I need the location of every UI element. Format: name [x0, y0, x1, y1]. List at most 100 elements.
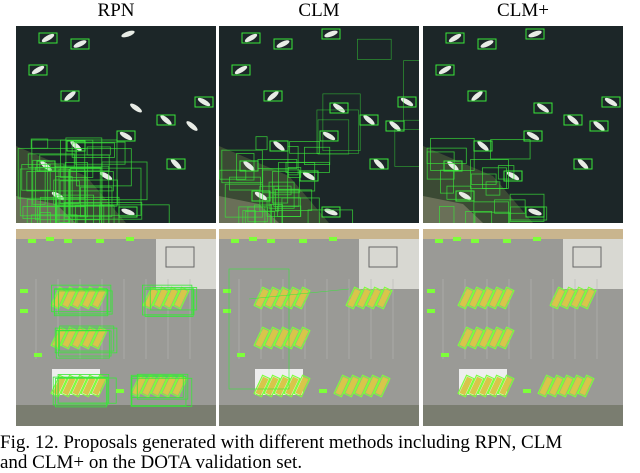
boat: [593, 121, 605, 131]
proposal-box: [457, 374, 475, 398]
boat: [31, 65, 45, 75]
proposal-box: [497, 374, 515, 398]
bus: [569, 376, 583, 396]
proposal-box: [99, 204, 170, 223]
proposal-box: [58, 168, 71, 223]
proposal-box: [30, 138, 49, 149]
boat: [64, 91, 76, 101]
proposal-box: [63, 202, 143, 220]
proposal-box: [55, 165, 110, 223]
car: [471, 239, 479, 243]
proposal-box: [579, 286, 597, 310]
bus: [142, 376, 156, 396]
car: [64, 239, 72, 243]
bus: [285, 376, 299, 396]
proposal-box: [55, 377, 107, 408]
proposal-box: [589, 120, 609, 132]
proposal-box: [136, 373, 189, 400]
proposal-box: [482, 167, 507, 189]
bus: [357, 288, 371, 308]
proposal-box: [477, 374, 495, 398]
proposal-box: [316, 109, 359, 154]
boat: [119, 131, 133, 141]
car: [427, 289, 435, 293]
bus: [489, 328, 503, 348]
parking-panel-clm: [219, 229, 419, 426]
proposal-box: [319, 130, 339, 142]
car: [223, 289, 231, 293]
proposal-box: [263, 326, 281, 350]
proposal-box: [363, 374, 381, 398]
proposal-box: [503, 170, 523, 182]
field-edge: [16, 229, 216, 239]
boat: [471, 91, 483, 101]
boat: [528, 30, 542, 38]
bus: [62, 376, 76, 396]
parking-lot-image: [219, 229, 419, 426]
proposal-box: [68, 170, 87, 223]
proposal-box: [221, 149, 263, 184]
harbor-image: [16, 26, 216, 223]
boat: [41, 33, 55, 43]
bus: [469, 288, 483, 308]
proposal-box: [257, 158, 298, 169]
proposal-box: [58, 290, 113, 315]
proposal-box: [228, 268, 290, 390]
proposal-box: [477, 286, 495, 310]
proposal-box: [283, 286, 301, 310]
proposal-box: [28, 64, 48, 76]
proposal-box: [373, 374, 391, 398]
field-edge: [423, 229, 623, 239]
bus: [561, 288, 575, 308]
bus: [164, 288, 178, 308]
bus: [551, 288, 565, 308]
bus: [459, 288, 473, 308]
boat: [528, 208, 542, 216]
proposal-box: [375, 286, 393, 310]
figure-caption: Fig. 12. Proposals generated with differ…: [0, 433, 640, 473]
car: [523, 389, 531, 393]
proposal-box: [30, 214, 78, 223]
proposal-box: [307, 209, 354, 223]
proposal-box: [467, 90, 487, 102]
proposal-box: [369, 158, 389, 170]
bus: [275, 328, 289, 348]
boat: [477, 141, 489, 151]
proposal-box: [194, 96, 214, 108]
proposal-box: [293, 374, 311, 398]
boat: [324, 30, 338, 38]
bus: [92, 328, 106, 348]
proposal-box: [263, 286, 281, 310]
proposal-box: [470, 173, 497, 185]
bus: [579, 376, 593, 396]
proposal-box: [283, 326, 301, 350]
boat: [186, 121, 198, 131]
proposal-box: [345, 286, 363, 310]
field-edge: [219, 229, 419, 239]
car: [223, 309, 231, 313]
proposal-box: [54, 327, 118, 354]
proposal-box: [446, 185, 472, 200]
boat: [130, 103, 142, 113]
proposal-box: [601, 96, 621, 108]
bus: [174, 288, 188, 308]
proposal-box: [37, 206, 86, 223]
parking-panel-clm-plus: [423, 229, 623, 426]
boat: [567, 115, 579, 125]
vegetation-strip: [16, 405, 216, 426]
boat: [363, 115, 375, 125]
proposal-box: [474, 211, 510, 223]
bus: [82, 376, 96, 396]
proposal-box: [101, 161, 148, 201]
proposal-box: [52, 376, 109, 406]
car: [20, 289, 28, 293]
shore-buildings: [219, 196, 279, 223]
proposal-box: [467, 286, 485, 310]
proposal-box: [355, 286, 373, 310]
bus: [275, 376, 289, 396]
proposal-box: [497, 326, 515, 350]
proposal-box: [80, 326, 98, 350]
proposal-edge: [248, 288, 350, 300]
proposal-box: [39, 212, 51, 223]
proposal-box: [277, 205, 302, 217]
